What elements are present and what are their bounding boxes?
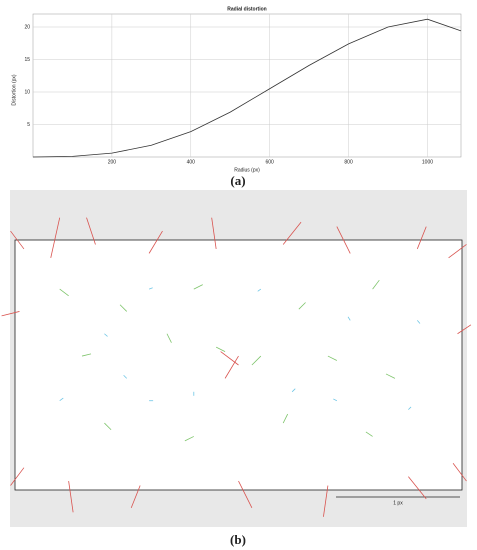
vector bbox=[282, 413, 289, 424]
vector bbox=[130, 485, 141, 509]
scale-label: 1 px bbox=[393, 500, 403, 506]
vector bbox=[385, 373, 396, 379]
vector bbox=[416, 320, 421, 324]
vector bbox=[298, 302, 306, 310]
caption: (a) bbox=[230, 173, 245, 188]
vector bbox=[224, 355, 239, 379]
y-tick-label: 10 bbox=[24, 89, 30, 95]
x-tick-label: 1000 bbox=[422, 159, 433, 165]
y-tick-label: 5 bbox=[27, 122, 30, 128]
vector bbox=[251, 355, 262, 366]
vector bbox=[148, 287, 153, 290]
vector bbox=[282, 221, 302, 245]
vector bbox=[257, 288, 262, 292]
vector bbox=[220, 351, 239, 366]
vector bbox=[123, 374, 128, 379]
vector bbox=[148, 230, 163, 254]
vector bbox=[238, 480, 253, 509]
vector bbox=[333, 398, 338, 402]
plot-area bbox=[32, 13, 462, 158]
x-tick-label: 600 bbox=[266, 159, 275, 165]
vector bbox=[372, 279, 380, 290]
vector bbox=[215, 346, 226, 352]
vector bbox=[166, 333, 172, 343]
x-tick-label: 200 bbox=[108, 159, 117, 165]
vector bbox=[81, 353, 92, 357]
vector bbox=[59, 288, 69, 297]
vector bbox=[416, 226, 427, 250]
vector bbox=[68, 481, 74, 513]
vector bbox=[408, 476, 427, 500]
caption: (b) bbox=[230, 532, 246, 547]
vector bbox=[365, 431, 373, 437]
x-tick-label: 400 bbox=[187, 159, 196, 165]
vector bbox=[327, 355, 338, 361]
vector bbox=[119, 304, 128, 312]
y-axis-label: Distortion (px) bbox=[11, 74, 17, 105]
x-axis-label: Radius (px) bbox=[234, 167, 260, 173]
vector bbox=[323, 485, 329, 517]
vector bbox=[193, 284, 203, 290]
chart-title: Radial distortion bbox=[227, 6, 266, 12]
vector bbox=[291, 388, 296, 393]
vector bbox=[59, 397, 64, 402]
vector bbox=[86, 217, 96, 245]
vector bbox=[408, 406, 412, 410]
vector bbox=[448, 244, 467, 259]
vector bbox=[104, 422, 112, 431]
y-tick-label: 20 bbox=[24, 24, 30, 30]
vector bbox=[1, 311, 20, 317]
vector bbox=[457, 324, 472, 335]
vector bbox=[336, 226, 351, 254]
y-tick-label: 15 bbox=[24, 57, 30, 63]
vector bbox=[50, 217, 61, 258]
vector bbox=[452, 462, 467, 482]
data-line bbox=[32, 18, 462, 158]
vector bbox=[347, 316, 351, 321]
vector bbox=[184, 436, 194, 442]
vector bbox=[10, 230, 25, 250]
vector bbox=[10, 467, 25, 486]
vector bbox=[211, 217, 217, 249]
vector bbox=[104, 333, 108, 337]
x-tick-label: 800 bbox=[344, 159, 353, 165]
